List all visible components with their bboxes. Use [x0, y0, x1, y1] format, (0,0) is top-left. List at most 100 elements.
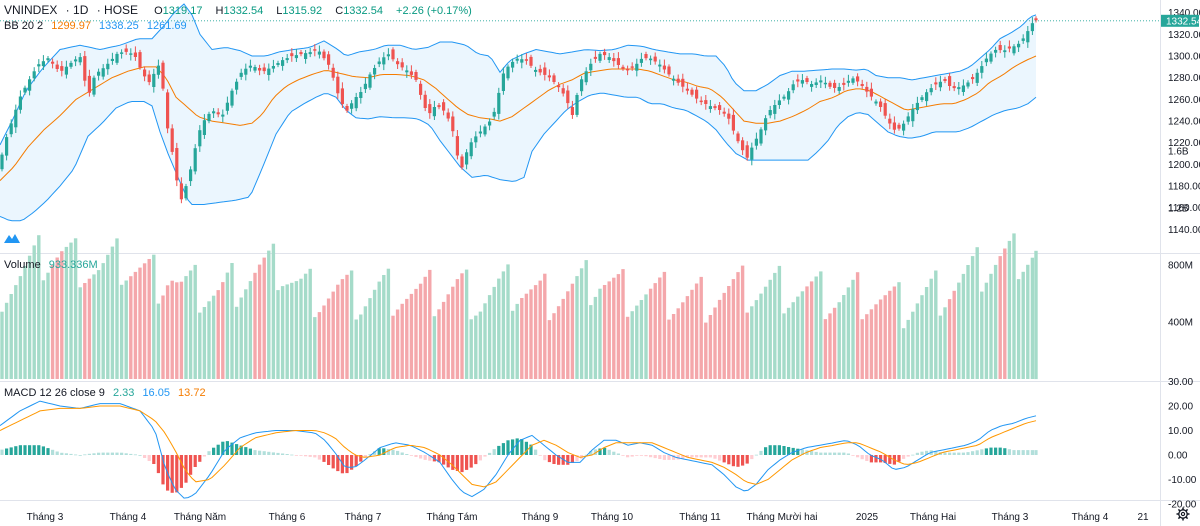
macd-hist-bar	[695, 455, 699, 458]
candle-body	[0, 154, 4, 170]
volume-bar	[175, 282, 179, 379]
candle-body	[704, 100, 708, 104]
time-tick-label: Tháng Mười hai	[746, 512, 817, 523]
volume-bar	[483, 303, 487, 379]
volume-bar	[750, 306, 754, 379]
macd-hist-bar	[906, 455, 910, 457]
candle-body	[281, 60, 285, 66]
candle-body	[129, 53, 133, 55]
volume-bar	[980, 291, 984, 379]
candle-body	[350, 103, 354, 109]
candle-body	[621, 66, 625, 69]
volume-bar	[943, 307, 947, 379]
candle-body	[9, 123, 13, 135]
candle-body	[299, 52, 303, 55]
candle-body	[828, 82, 832, 87]
candle-body	[336, 76, 340, 94]
candle-body	[589, 63, 593, 71]
macd-hist-bar	[538, 455, 542, 456]
macd-hist-bar	[101, 452, 105, 455]
macd-hist-bar	[589, 451, 593, 455]
volume-bar	[322, 305, 326, 379]
tradingview-logo-icon[interactable]	[3, 232, 21, 244]
candle-body	[727, 113, 731, 119]
volume-bar	[497, 278, 501, 379]
volume-bar	[989, 273, 993, 379]
candle-body	[718, 105, 722, 110]
macd-hist-bar	[156, 455, 160, 474]
candle-body	[60, 66, 64, 71]
macd-hist-bar	[216, 444, 220, 455]
volume-bar	[308, 268, 312, 379]
volume-value: 933.336M	[48, 259, 98, 271]
macd-hist-bar	[294, 455, 298, 456]
volume-bar	[957, 282, 961, 379]
bb-legend[interactable]: BB 20 2 1299.97 1338.25 1261.69	[4, 20, 192, 32]
volume-bar	[428, 269, 432, 379]
macd-hist-bar	[966, 452, 970, 455]
gear-icon[interactable]	[1176, 507, 1190, 521]
volume-bar	[796, 296, 800, 379]
candle-body	[400, 62, 404, 68]
volume-bar	[469, 319, 473, 379]
candle-body	[391, 49, 395, 60]
volume-bar	[731, 279, 736, 379]
macd-hist-bar	[9, 447, 13, 455]
volume-bar	[55, 257, 59, 379]
volume-bar	[924, 287, 929, 379]
macd-hist-bar	[934, 451, 938, 455]
macd-hist-bar	[258, 450, 262, 455]
macd-hist-bar	[74, 454, 78, 456]
macd-label: MACD 12 26 close 9	[4, 387, 105, 399]
volume-bar	[101, 263, 105, 379]
candle-body	[984, 58, 988, 63]
volume-bar	[152, 254, 156, 379]
volume-bar	[547, 320, 552, 379]
macd-legend[interactable]: MACD 12 26 close 9 2.33 16.05 13.72	[4, 387, 211, 399]
candle-body	[120, 52, 124, 54]
candle-body	[580, 79, 584, 92]
volume-bar	[906, 319, 910, 379]
volume-bar	[1021, 271, 1025, 379]
candle-body	[419, 83, 423, 95]
volume-bar	[280, 286, 285, 379]
volume-bar	[188, 270, 193, 379]
volume-bar	[736, 272, 740, 379]
candle-body	[501, 73, 505, 91]
macd-hist-bar	[925, 450, 929, 455]
macd-hist-bar	[28, 445, 32, 455]
macd-hist-bar	[598, 448, 602, 455]
macd-hist-bar	[345, 455, 349, 474]
time-tick-label: Tháng 3	[992, 512, 1029, 523]
candle-body	[511, 61, 515, 68]
volume-bar	[727, 286, 731, 379]
candle-body	[745, 145, 749, 158]
candle-body	[5, 137, 9, 156]
candle-body	[304, 53, 308, 59]
price-tick-label: 1200.00	[1168, 160, 1200, 171]
candle-body	[382, 57, 386, 65]
candle-body	[152, 73, 156, 87]
volume-bar	[598, 288, 602, 379]
volume-legend[interactable]: Volume 933.336M	[4, 259, 103, 271]
candle-body	[253, 67, 257, 71]
macd-hist-bar	[414, 455, 418, 457]
volume-bar	[23, 265, 27, 379]
macd-hist-bar	[943, 452, 947, 455]
volume-bar	[984, 282, 989, 379]
macd-hist-bar	[635, 455, 639, 456]
macd-hist-bar	[51, 449, 55, 455]
volume-bar	[828, 313, 832, 379]
volume-bar	[395, 309, 400, 379]
candle-body	[584, 71, 588, 83]
candle-body	[23, 87, 27, 93]
volume-bar	[372, 289, 377, 379]
candle-body	[934, 82, 938, 85]
volume-bar	[391, 315, 395, 379]
price-tick-label: 1340.00	[1168, 8, 1200, 19]
macd-hist-bar	[428, 455, 432, 461]
candle-body	[1012, 46, 1016, 54]
candle-body	[294, 55, 298, 59]
symbol-title[interactable]: VNINDEX · 1D · HOSE	[4, 3, 139, 17]
